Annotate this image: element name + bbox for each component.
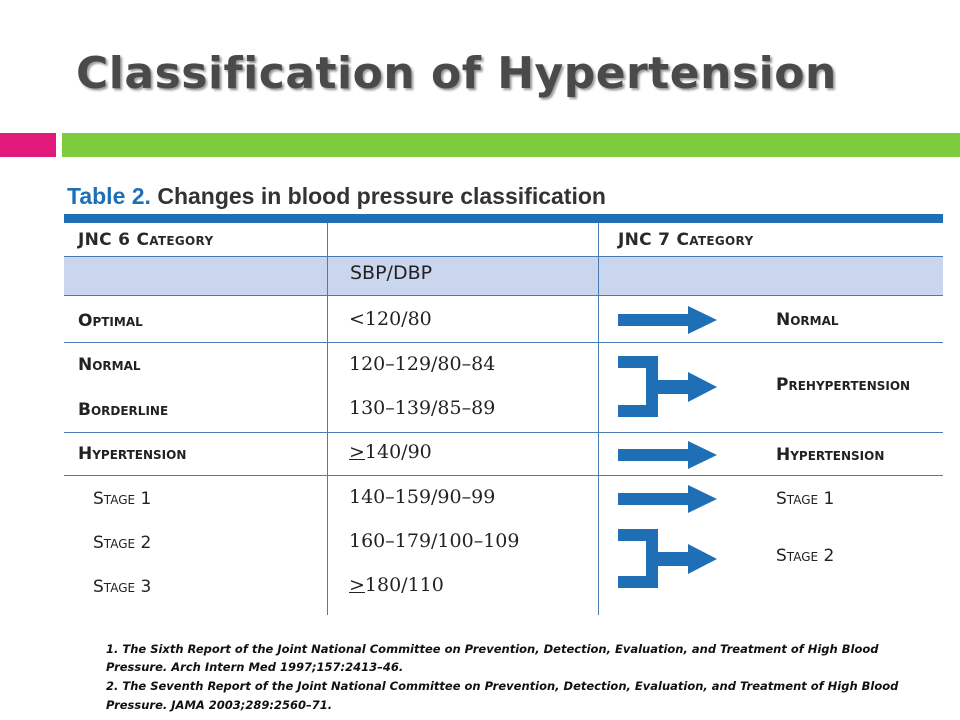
table-top-rule <box>64 214 943 223</box>
jnc6-label-hypertension: Hypertension <box>78 444 187 464</box>
jnc7-label-prehypertension: Prehypertension <box>776 375 911 395</box>
bp-value-hypertension-number: 140/90 <box>364 441 432 463</box>
jnc7-label-stage-2: Stage 2 <box>776 546 835 566</box>
table-caption: Table 2. Changes in blood pressure class… <box>67 183 606 210</box>
row-divider <box>64 342 943 343</box>
jnc7-label-hypertension: Hypertension <box>776 445 885 465</box>
bp-value-stage-3-number: 180/110 <box>364 574 444 596</box>
jnc6-label-stage-3: Stage 3 <box>93 577 152 597</box>
subheader-band <box>64 257 943 295</box>
jnc6-label-optimal: Optimal <box>78 311 143 331</box>
jnc6-label-stage-2: Stage 2 <box>93 533 152 553</box>
table-caption-text: Changes in blood pressure classification <box>157 183 606 209</box>
jnc7-category-header: JNC 7 Category <box>618 230 754 250</box>
jnc6-label-stage-1: Stage 1 <box>93 489 152 509</box>
footnote-1-line-2: Pressure. Arch Intern Med 1997;157:2413–… <box>106 660 404 674</box>
row-divider <box>64 475 943 476</box>
greater-equal-symbol: > <box>349 441 365 463</box>
arrow-right-icon <box>618 485 717 513</box>
pink-accent-bar <box>0 133 56 157</box>
table-caption-number: Table 2. <box>67 183 151 209</box>
arrow-right-icon <box>618 441 717 469</box>
bp-value-stage-1: 140–159/90–99 <box>349 486 496 508</box>
bp-value-normal: 120–129/80–84 <box>349 353 496 375</box>
jnc6-category-header: JNC 6 Category <box>78 230 214 250</box>
greater-equal-symbol: > <box>349 574 365 596</box>
bp-value-borderline: 130–139/85–89 <box>349 397 496 419</box>
footnote-2-line-2: Pressure. JAMA 2003;289:2560–71. <box>106 698 333 712</box>
jnc7-label-stage-1: Stage 1 <box>776 489 835 509</box>
slide-title: Classification of Hypertension <box>76 48 837 99</box>
footnote-2-line-1: 2. The Seventh Report of the Joint Natio… <box>106 679 899 693</box>
row-divider <box>64 432 943 433</box>
green-accent-bar <box>62 133 960 157</box>
bp-value-hypertension: >140/90 <box>349 441 432 463</box>
jnc6-label-normal: Normal <box>78 355 141 375</box>
column-divider <box>598 223 599 615</box>
arrow-right-icon <box>618 306 717 334</box>
footnote-1-line-1: 1. The Sixth Report of the Joint Nationa… <box>106 642 879 656</box>
column-divider <box>327 223 328 615</box>
jnc6-label-borderline: Borderline <box>78 400 169 420</box>
merge-arrow-icon <box>618 529 717 588</box>
bp-value-stage-2: 160–179/100–109 <box>349 530 520 552</box>
row-divider <box>64 256 943 257</box>
bp-value-optimal: <120/80 <box>349 308 432 330</box>
row-divider <box>64 295 943 296</box>
jnc7-label-normal: Normal <box>776 310 839 330</box>
sbp-dbp-header: SBP/DBP <box>350 262 433 284</box>
bp-value-stage-3: >180/110 <box>349 574 444 596</box>
merge-arrow-icon <box>618 356 717 417</box>
